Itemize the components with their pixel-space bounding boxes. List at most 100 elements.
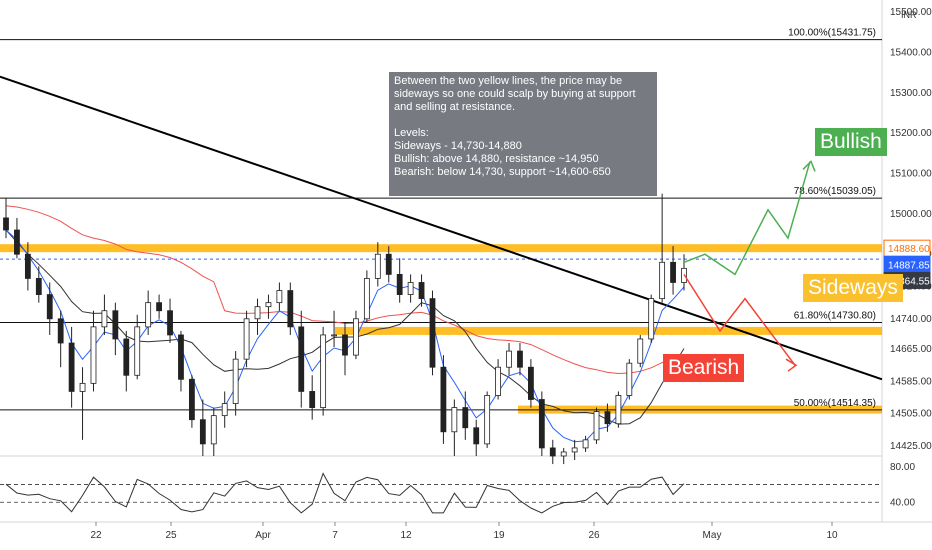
time-tick-label: 19 [493,530,505,541]
price-tag-value: 14887.85 [888,260,930,271]
candle-down [396,274,403,295]
candle-up [626,362,633,396]
candle-down [549,447,556,457]
price-tick-label: 14665.00 [890,344,932,355]
price-tick-label: 15500.00 [890,7,932,18]
scenario-paths [683,160,816,372]
trendline-layer[interactable] [0,75,883,381]
currency-label: INR [901,10,917,20]
candle-down [14,229,20,255]
candle-down [68,342,75,392]
candle-up [276,290,283,304]
time-tick-label: 12 [400,530,412,541]
price-tick-label: 15400.00 [890,47,932,58]
price-tick-label: 15000.00 [890,209,932,220]
candle-down [167,310,173,336]
candle-down [418,282,425,300]
candle-down [3,217,9,231]
time-axis[interactable]: 22 25 Apr 7 12 19 26 May 10 [90,522,838,541]
candle-down [309,391,316,408]
fib-label: 100.00%(15431.75) [788,28,876,39]
candle-up [79,382,86,392]
osc-tick-label: 80.00 [890,462,915,473]
time-tick-label: Apr [255,530,271,541]
candle-up [243,318,250,360]
analysis-note: Between the two yellow lines, the price … [389,72,657,196]
candle-down [604,411,611,425]
oscillator-line [5,472,685,514]
candle-up [363,278,370,320]
price-tick-label: 15100.00 [890,169,932,180]
candle-down [199,419,206,445]
candlestick-series [3,193,687,465]
candle-up [571,447,578,453]
candle-down [24,253,31,279]
candle-up [221,403,228,417]
oscillator-pane: 80.00 40.00 [0,462,915,514]
candle-down [189,378,195,421]
candle-up [637,338,644,364]
candle-down [473,427,480,445]
candle-up [134,326,141,376]
candle-up [560,451,567,457]
candle-up [407,282,414,295]
grid-layer [0,0,932,523]
fib-label: 78.60%(15039.05) [794,186,876,197]
candle-down [298,326,305,392]
zone-resistance [0,244,882,253]
candle-down [287,290,294,328]
candle-up [593,411,600,441]
price-tick-label: 15200.00 [890,128,932,139]
time-tick-label: 22 [90,530,102,541]
candle-down [112,310,119,340]
sideways-label: Sideways [803,274,903,302]
candle-up [648,298,655,340]
price-axis[interactable]: 15500.00 15400.00 15300.00 15200.00 15100.00… [890,7,932,452]
candle-up [254,306,261,320]
price-tick-label: 14740.00 [890,314,932,325]
candle-up [353,318,359,356]
candle-up [331,334,337,337]
fib-label: 61.80%(14730.80) [794,311,876,322]
time-tick-label: May [703,530,722,541]
candle-up [451,407,458,433]
candle-up [90,326,97,384]
candle-down [440,366,447,433]
bearish-path [683,274,796,366]
price-tick-label: 14585.00 [890,376,932,387]
candle-down [670,261,676,283]
candle-down [46,294,53,320]
candle-down [429,298,436,368]
candle-down [342,334,348,356]
descending-trendline[interactable] [0,75,883,381]
price-tag: 14887.85 [883,255,931,273]
bearish-label: Bearish [663,354,745,382]
candle-down [35,278,42,295]
candle-up [320,334,327,408]
candle-up [232,358,239,404]
time-tick-label: 10 [826,530,838,541]
bearish-arrowhead [785,358,798,372]
candle-up [210,415,217,445]
candle-down [538,399,545,449]
time-tick-label: 26 [588,530,600,541]
time-tick-label: 25 [165,530,177,541]
candle-down [178,334,184,380]
candle-up [145,302,152,328]
bullish-arrowhead [802,160,816,172]
candle-down [385,253,392,275]
candle-up [374,253,381,279]
candle-up [506,350,512,368]
candle-down [156,302,162,312]
bullish-label: Bullish [815,128,887,156]
candle-down [123,338,130,376]
candle-down [528,366,534,400]
candle-up [659,261,666,300]
candle-down [517,350,523,368]
candle-down [462,407,469,429]
price-tick-label: 14505.00 [890,409,932,420]
zone-support [335,326,882,335]
bullish-path [683,161,811,276]
candle-up [101,310,108,328]
